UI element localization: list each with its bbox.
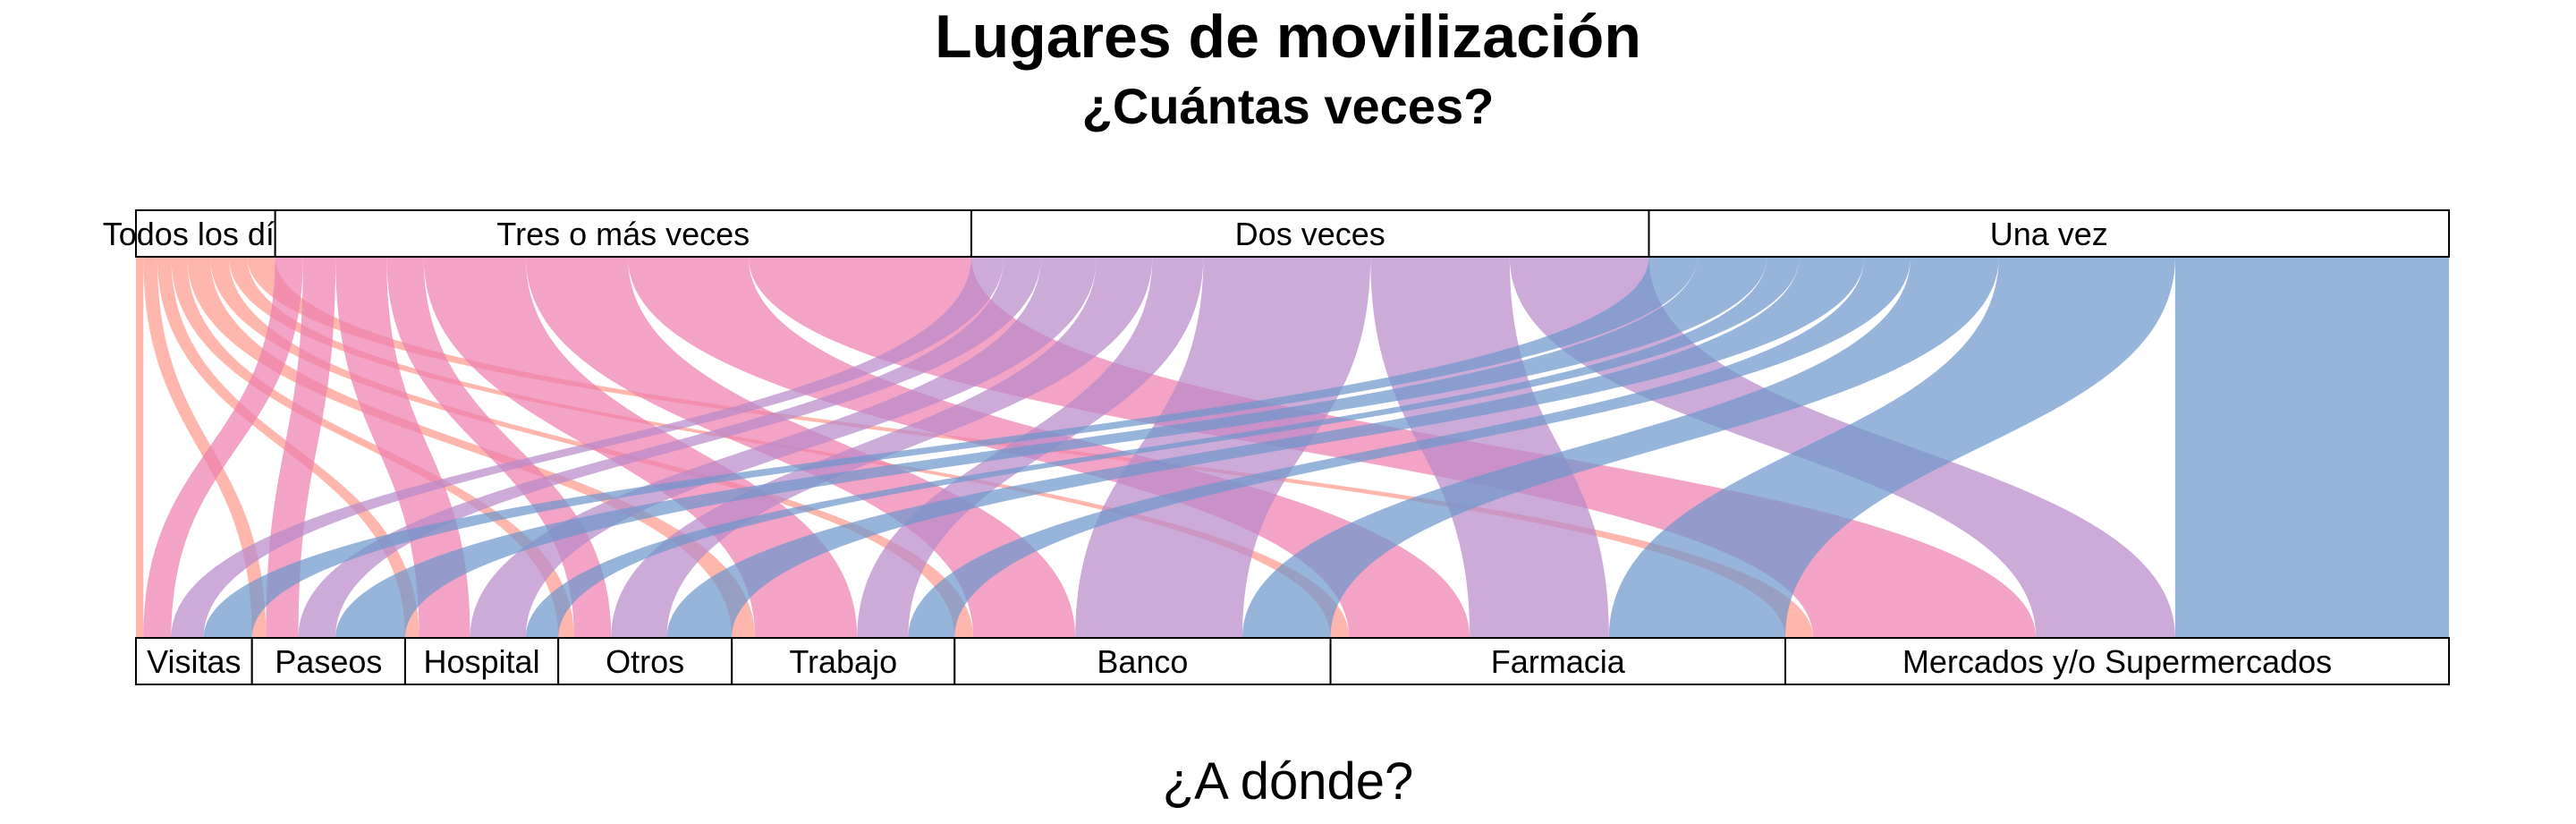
node-box-tres-o-mas-veces (274, 209, 972, 258)
node-label-dos-veces: Dos veces (1235, 216, 1385, 252)
flow-todos-los-dias-to-otros (171, 257, 574, 638)
flow-dos-veces-to-otros (611, 257, 1153, 638)
flows-layer (136, 257, 2449, 638)
node-box-todos-los-dias (135, 209, 276, 258)
node-label-visitas: Visitas (147, 643, 241, 680)
flow-tres-o-mas-veces-to-trabajo (423, 257, 858, 638)
node-label-farmacia: Farmacia (1491, 643, 1626, 680)
flow-dos-veces-to-farmacia (1370, 257, 1609, 638)
node-label-tres-o-mas-veces: Tres o más veces (496, 216, 750, 252)
chart-title: Lugares de movilización (935, 3, 1641, 71)
flow-dos-veces-to-hospital (470, 257, 1097, 638)
flow-todos-los-dias-to-visitas (136, 257, 144, 638)
node-box-hospital (403, 637, 560, 685)
chart-subtitle: ¿Cuántas veces? (1081, 78, 1495, 134)
flow-tres-o-mas-veces-to-hospital (335, 257, 470, 638)
flow-dos-veces-to-visitas (171, 257, 1004, 638)
node-label-paseos: Paseos (275, 643, 382, 680)
flow-una-vez-to-paseos (335, 257, 1767, 638)
node-box-una-vez (1648, 209, 2450, 258)
node-box-visitas (135, 637, 253, 685)
flow-dos-veces-to-paseos (298, 257, 1041, 638)
x-axis-title: ¿A dónde? (1162, 752, 1414, 811)
node-label-banco: Banco (1097, 643, 1188, 680)
node-label-hospital: Hospital (424, 643, 540, 680)
flow-una-vez-to-mercados-y-o-supermercados (2174, 257, 2449, 638)
flow-una-vez-to-banco (1241, 257, 1999, 638)
node-box-dos-veces (970, 209, 1650, 258)
node-label-trabajo: Trabajo (789, 643, 897, 680)
node-label-mercados-y-o-supermercados: Mercados y/o Supermercados (1902, 643, 2332, 680)
flow-tres-o-mas-veces-to-visitas (143, 257, 303, 638)
flow-una-vez-to-visitas (203, 257, 1698, 638)
node-label-todos-los-dias: Todos los días (103, 216, 309, 252)
node-box-paseos (250, 637, 406, 685)
flow-una-vez-to-farmacia (1608, 257, 2175, 638)
node-box-farmacia (1329, 637, 1787, 685)
flow-dos-veces-to-banco (1075, 257, 1371, 638)
flow-todos-los-dias-to-paseos (143, 257, 267, 638)
node-label-otros: Otros (606, 643, 684, 680)
flow-todos-los-dias-to-trabajo (187, 257, 756, 638)
node-box-mercados-y-o-supermercados (1784, 637, 2450, 685)
flow-una-vez-to-trabajo (908, 257, 1911, 638)
node-label-una-vez: Una vez (1990, 216, 2108, 252)
node-box-trabajo (731, 637, 956, 685)
flow-una-vez-to-hospital (525, 257, 1800, 638)
bottom-axis: Visitas Paseos Hospital Otros Trabajo Banco Fa… (135, 637, 2450, 685)
top-axis: Todos los días Tres o más veces Dos veces U… (103, 209, 2450, 258)
flow-una-vez-to-otros (666, 257, 1865, 638)
